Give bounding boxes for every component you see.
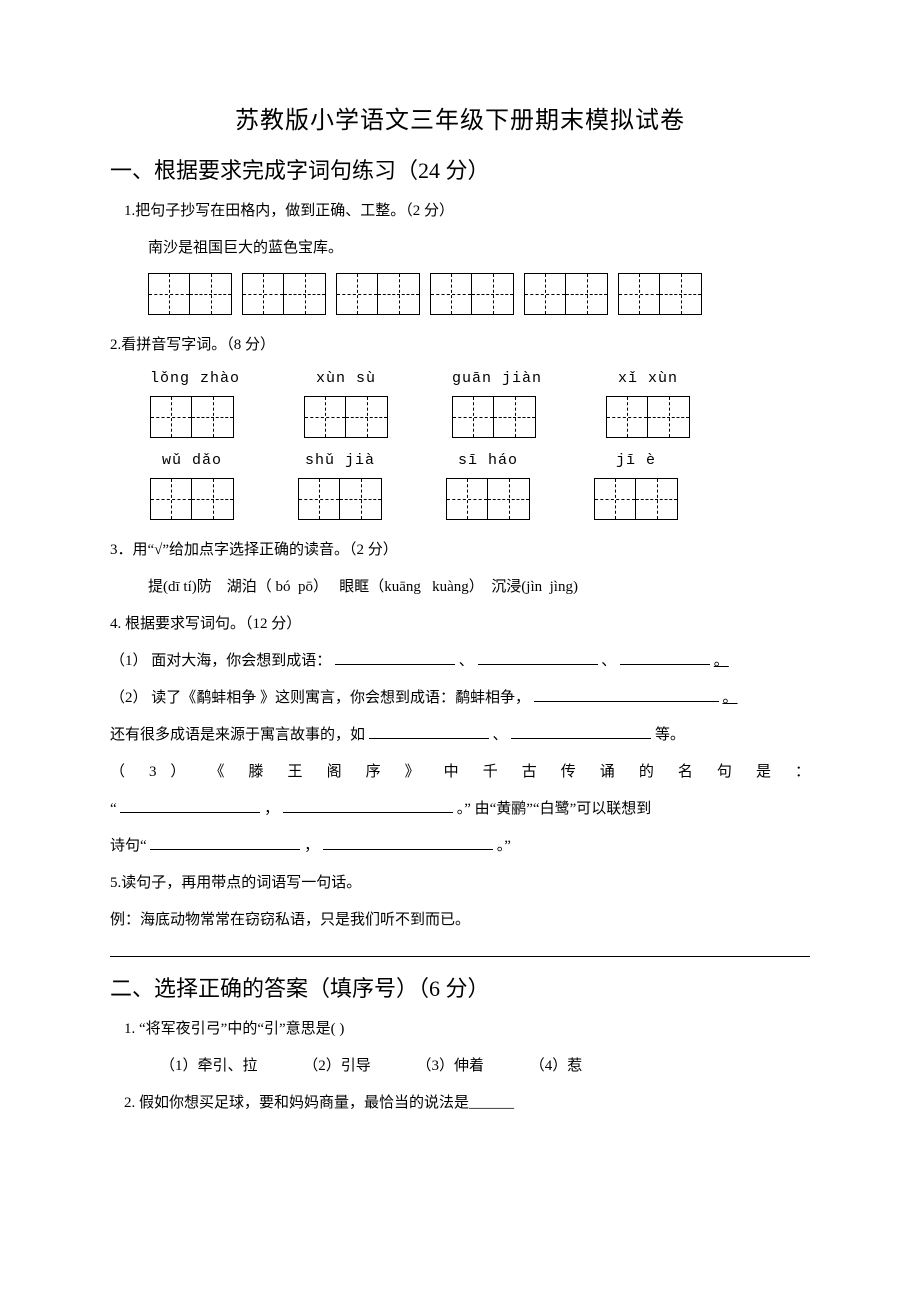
option[interactable]: （1）牵引、拉 [160,1058,258,1074]
doc-title: 苏教版小学语文三年级下册期末模拟试卷 [110,100,810,135]
blank[interactable] [511,723,651,739]
s1-q4-prompt: 4. 根据要求写词句。（12 分） [110,608,810,641]
s2-q2-stem: 2. 假如你想买足球，要和妈妈商量，最恰当的说法是______ [110,1087,810,1120]
pinyin-label: guān jiàn [452,370,542,390]
tian-ge-group[interactable] [242,273,326,315]
pinyin-label: wǔ dǎo [150,452,234,472]
pinyin-label: jī è [594,452,678,472]
text: 、 [493,727,508,743]
s1-q2-prompt: 2.看拼音写字词。（8 分） [110,329,810,362]
text: （1） 面对大海，你会想到成语： [110,653,331,669]
s1-q1-sentence: 南沙是祖国巨大的蓝色宝库。 [110,232,810,265]
text: 等。 [655,727,685,743]
tian-ge-group[interactable] [150,396,240,438]
tian-ge-group[interactable] [336,273,420,315]
s1-q5-example: 例：海底动物常常在窃窃私语，只是我们听不到而已。 [110,904,810,937]
s1-q2-block: lǒng zhào xùn sù guān jiàn xǐ xùn wǔ dǎo [120,370,810,520]
blank[interactable] [283,797,453,813]
option[interactable]: （2）引导 [303,1058,371,1074]
text: 、 [601,653,616,669]
tian-ge-group[interactable] [298,478,382,520]
blank[interactable] [323,834,493,850]
blank[interactable] [534,686,719,702]
blank[interactable] [620,649,710,665]
text: 、 [459,653,474,669]
answer-line[interactable] [110,955,810,957]
s1-q4-i2a: （2） 读了《鹬蚌相争 》这则寓言，你会想到成语：鹬蚌相争， 。 [110,682,810,715]
text: 。 [723,690,738,706]
s1-q4-i3a: （ 3 ） 《 滕 王 阁 序 》 中 千 古 传 诵 的 名 句 是 ： [110,756,810,789]
option[interactable]: （3）伸着 [417,1058,485,1074]
text: ， [304,838,319,854]
page: 苏教版小学语文三年级下册期末模拟试卷 一、根据要求完成字词句练习（24 分） 1… [0,0,920,1302]
pinyin-row-2: wǔ dǎo shǔ jià sī háo jī è [150,452,810,520]
blank[interactable] [335,649,455,665]
text: （2） 读了《鹬蚌相争 》这则寓言，你会想到成语：鹬蚌相争， [110,690,530,706]
text: 。” 由“黄鹂”“白鹭”可以联想到 [457,801,652,817]
pinyin-block: shǔ jià [298,452,382,520]
tian-ge-group[interactable] [148,273,232,315]
s1-q4-i2b: 还有很多成语是来源于寓言故事的，如 、 等。 [110,719,810,752]
pinyin-label: xùn sù [304,370,388,390]
s1-q4-i1: （1） 面对大海，你会想到成语： 、 、 。 [110,645,810,678]
blank[interactable] [478,649,598,665]
blank[interactable] [150,834,300,850]
s2-q1-stem: 1. “将军夜引弓”中的“引”意思是( ) [110,1013,810,1046]
text: “ [110,801,117,817]
text: 诗句“ [110,838,147,854]
pinyin-row-1: lǒng zhào xùn sù guān jiàn xǐ xùn [150,370,810,438]
tian-ge-group[interactable] [446,478,530,520]
pinyin-label: sī háo [446,452,530,472]
tian-ge-group[interactable] [304,396,388,438]
s1-q1-tian-ge-row [148,273,810,315]
blank[interactable] [120,797,260,813]
text: 。 [714,653,729,669]
pinyin-block: xùn sù [304,370,388,438]
section-1-heading: 一、根据要求完成字词句练习（24 分） [110,153,810,185]
pinyin-block: jī è [594,452,678,520]
pinyin-block: wǔ dǎo [150,452,234,520]
text: 。” [497,838,511,854]
s2-q1-options: （1）牵引、拉 （2）引导 （3）伸着 （4）惹 [110,1050,810,1083]
blank[interactable] [369,723,489,739]
s1-q4-i3b: “ ， 。” 由“黄鹂”“白鹭”可以联想到 [110,793,810,826]
tian-ge-group[interactable] [594,478,678,520]
pinyin-block: xǐ xùn [606,370,690,438]
tian-ge-group[interactable] [452,396,542,438]
pinyin-label: lǒng zhào [150,370,240,390]
s1-q1-prompt: 1.把句子抄写在田格内，做到正确、工整。（2 分） [110,195,810,228]
s1-q5-prompt: 5.读句子，再用带点的词语写一句话。 [110,867,810,900]
tian-ge-group[interactable] [150,478,234,520]
pinyin-block: lǒng zhào [150,370,240,438]
text: ， [264,801,279,817]
pinyin-label: xǐ xùn [606,370,690,390]
pinyin-block: guān jiàn [452,370,542,438]
pinyin-block: sī háo [446,452,530,520]
tian-ge-group[interactable] [430,273,514,315]
s1-q4-i3c: 诗句“ ， 。” [110,830,810,863]
option[interactable]: （4）惹 [530,1058,583,1074]
text: 还有很多成语是来源于寓言故事的，如 [110,727,365,743]
s1-q3-prompt: 3．用“√”给加点字选择正确的读音。（2 分） [110,534,810,567]
tian-ge-group[interactable] [618,273,702,315]
s1-q3-choices: 提(dī tí)防 湖泊（ bó pō） 眼眶（kuāng kuàng） 沉浸(… [110,571,810,604]
section-2-heading: 二、选择正确的答案（填序号）（6 分） [110,971,810,1003]
tian-ge-group[interactable] [606,396,690,438]
pinyin-label: shǔ jià [298,452,382,472]
tian-ge-group[interactable] [524,273,608,315]
